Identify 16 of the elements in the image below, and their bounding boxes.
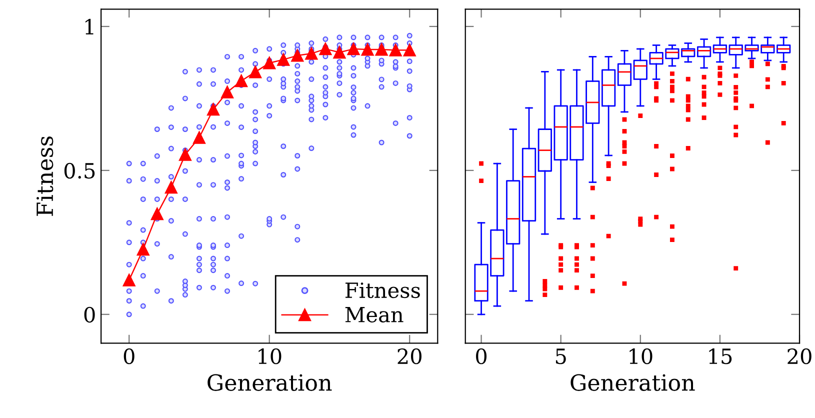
x-tick-label: 10 bbox=[630, 348, 652, 364]
x-tick-label: 10 bbox=[258, 348, 282, 364]
x-tick-label: 5 bbox=[556, 348, 566, 364]
legend-label: Mean bbox=[345, 306, 404, 322]
x-tick-label: 0 bbox=[476, 348, 487, 364]
x-tick-label: 20 bbox=[398, 348, 422, 364]
x-axis-title: Generation bbox=[570, 374, 695, 391]
y-tick-label: 0.5 bbox=[64, 162, 95, 179]
y-tick-label: 0 bbox=[84, 306, 95, 323]
x-tick-label: 0 bbox=[124, 348, 134, 364]
y-tick-label: 1 bbox=[85, 18, 94, 34]
x-tick-label: 15 bbox=[709, 348, 732, 364]
x-axis-title: Generation bbox=[208, 374, 332, 391]
y-axis-title: Fitness bbox=[36, 136, 54, 216]
legend-label: Fitness bbox=[346, 282, 420, 298]
x-tick-label: 20 bbox=[788, 348, 812, 364]
